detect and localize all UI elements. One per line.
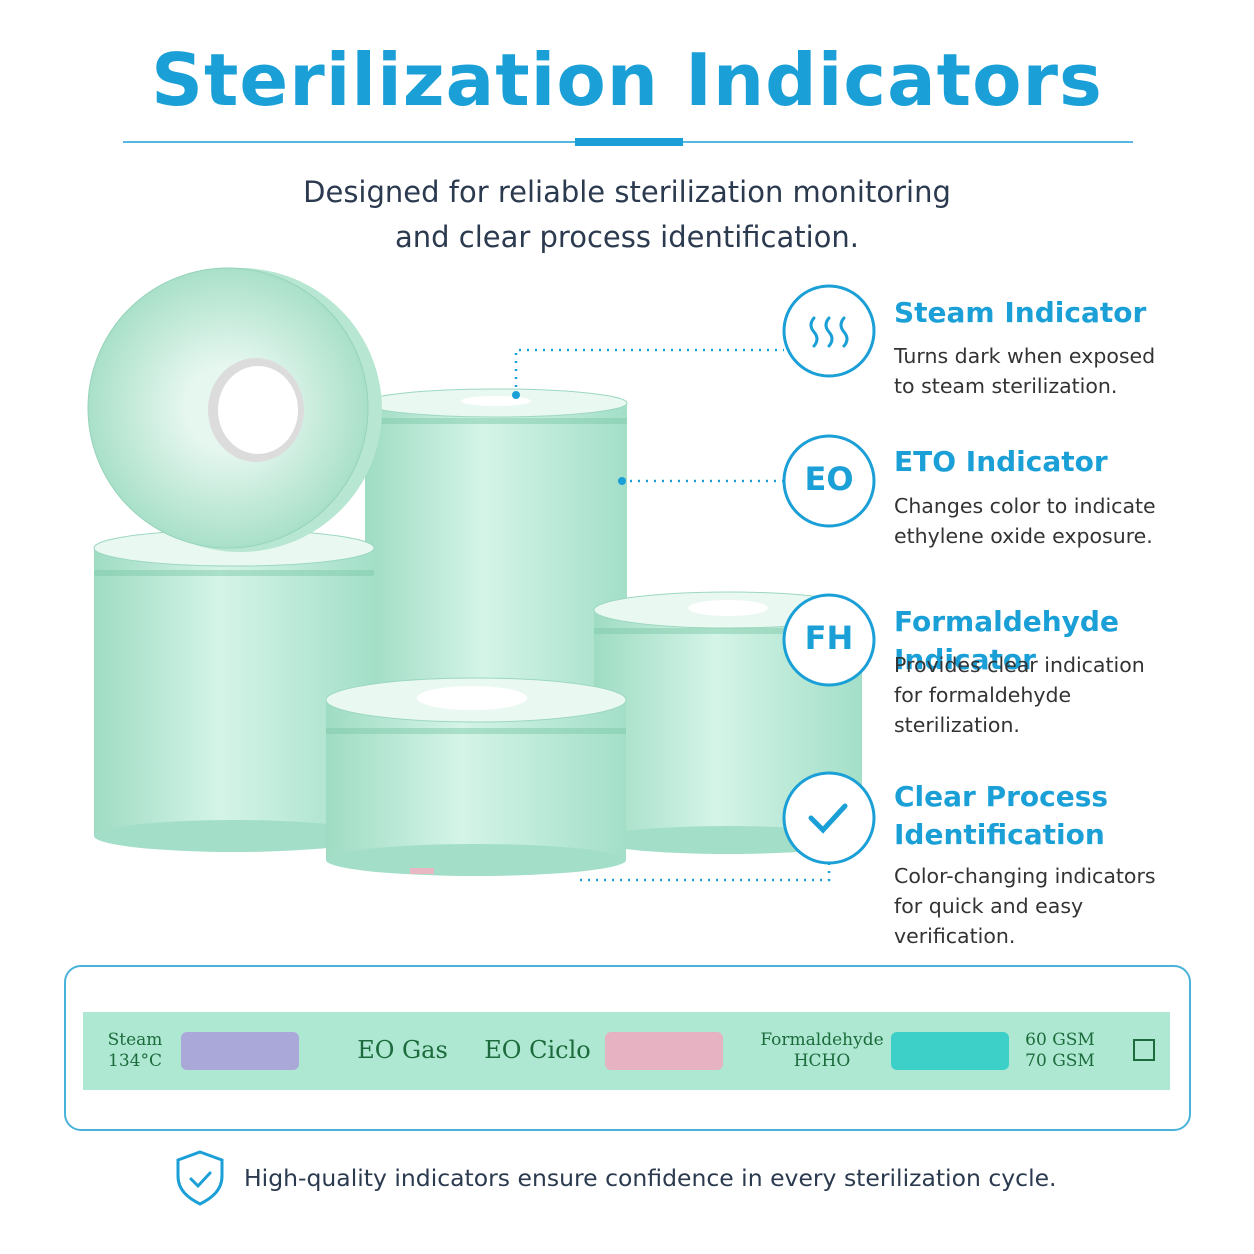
strip-label: EO Gas (357, 1036, 448, 1064)
connector-dot (512, 391, 520, 399)
strip-label: EO Ciclo (484, 1036, 591, 1064)
steam-patch (181, 1032, 299, 1070)
feature-title: Steam Indicator (894, 296, 1147, 329)
feature-title: Clear Process Identification (894, 780, 1109, 851)
shield-icon (176, 1150, 224, 1206)
feature-icons (782, 284, 876, 865)
strip-label: Steam (107, 1030, 163, 1050)
title: Sterilization Indicators (151, 38, 1103, 122)
icon-label: EO (804, 460, 854, 498)
eo-patch (605, 1032, 723, 1070)
feature-description: Changes color to indicate ethylene oxide… (894, 494, 1156, 548)
fh-patch (891, 1032, 1009, 1070)
strip-label: 134°C (108, 1051, 162, 1071)
strip-label: 70 GSM (1025, 1051, 1095, 1071)
strip-label: Formaldehyde (760, 1030, 884, 1050)
icon-label: FH (804, 619, 854, 657)
roll-tall (364, 388, 628, 703)
subtitle: Designed for reliable sterilization moni… (303, 175, 951, 254)
strip-label: 60 GSM (1025, 1030, 1095, 1050)
feature-title: ETO Indicator (894, 445, 1108, 478)
roll-front (325, 677, 627, 876)
roll-facing (87, 267, 382, 552)
connectors (514, 348, 831, 882)
footer-text: High-quality indicators ensure confidenc… (244, 1164, 1057, 1192)
shield-check (189, 1171, 212, 1189)
steam-icon (809, 316, 849, 348)
connector-dot (618, 477, 626, 485)
strip-label: HCHO (793, 1051, 851, 1071)
feature-title: Formaldehyde Indicator (894, 605, 1119, 676)
feature-description: Turns dark when exposed to steam sterili… (894, 344, 1156, 398)
check-icon (808, 803, 848, 834)
feature-description: Provides clear indication for formaldehy… (894, 653, 1145, 737)
strip-icon (1133, 1039, 1155, 1061)
feature-description: Color-changing indicators for quick and … (894, 864, 1156, 948)
divider-accent (575, 138, 683, 146)
